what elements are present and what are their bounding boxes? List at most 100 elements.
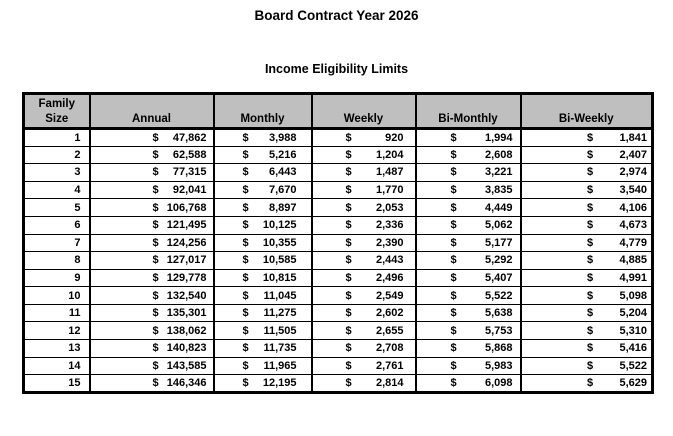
table-body: 1 $47,862 $3,988 $920 $1,994 $1,841 2 $62,588 $5…: [22, 127, 654, 393]
bi-weekly-cell: $1,841: [519, 127, 654, 147]
table-row: 11 $135,301 $11,275 $2,602 $5,638 $5,204: [22, 303, 654, 323]
bi-monthly-cell: $5,983: [414, 356, 522, 376]
money-value: $5,062: [451, 219, 513, 231]
currency-symbol: $: [152, 307, 159, 320]
header-family-size: Family Size: [22, 92, 91, 130]
money-value: $2,655: [346, 325, 404, 337]
money-value: $4,885: [587, 254, 647, 266]
weekly-cell: $2,390: [310, 233, 417, 253]
bi-monthly-value: 5,522: [484, 289, 513, 302]
monthly-cell: $11,045: [212, 286, 313, 305]
annual-cell: $121,495: [88, 215, 215, 235]
bi-weekly-cell: $5,098: [519, 286, 654, 305]
currency-symbol: $: [242, 236, 249, 249]
currency-symbol: $: [345, 324, 352, 337]
monthly-cell: $7,670: [212, 180, 313, 200]
currency-symbol: $: [345, 166, 352, 179]
money-value: $4,673: [587, 219, 647, 231]
currency-symbol: $: [152, 148, 159, 161]
page-subtitle: Income Eligibility Limits: [264, 62, 409, 77]
money-value: $7,670: [243, 184, 297, 196]
currency-symbol: $: [587, 342, 594, 355]
monthly-cell: $10,125: [212, 215, 313, 235]
money-value: $10,125: [243, 219, 297, 231]
bi-monthly-cell: $4,449: [414, 198, 522, 217]
header-bi-monthly: Bi-Monthly: [414, 92, 522, 130]
family-size-cell: 14: [22, 356, 91, 376]
family-size-cell: 12: [22, 321, 91, 341]
monthly-value: 11,045: [263, 289, 297, 302]
bi-weekly-value: 4,779: [619, 236, 647, 249]
bi-weekly-value: 5,310: [619, 324, 647, 337]
money-value: $129,778: [153, 272, 207, 284]
money-value: $1,770: [346, 184, 404, 196]
currency-symbol: $: [152, 131, 159, 144]
money-value: $140,823: [153, 342, 207, 354]
money-value: $5,868: [451, 342, 513, 354]
money-value: $3,221: [451, 166, 513, 178]
currency-symbol: $: [152, 201, 159, 214]
currency-symbol: $: [345, 254, 352, 267]
money-value: $2,974: [587, 166, 647, 178]
weekly-cell: $920: [310, 127, 417, 147]
weekly-cell: $2,761: [310, 356, 417, 376]
monthly-value: 5,216: [268, 148, 297, 161]
currency-symbol: $: [450, 307, 457, 320]
money-value: $5,216: [243, 149, 297, 161]
weekly-cell: $2,549: [310, 286, 417, 305]
currency-symbol: $: [587, 219, 594, 232]
currency-symbol: $: [587, 236, 594, 249]
annual-value: 121,495: [166, 219, 207, 232]
table-row: 3 $77,315 $6,443 $1,487 $3,221 $2,974: [22, 163, 654, 182]
currency-symbol: $: [152, 272, 159, 285]
bi-monthly-value: 4,449: [484, 201, 513, 214]
currency-symbol: $: [345, 148, 352, 161]
table-row: 15 $146,346 $12,195 $2,814 $6,098 $5,629: [22, 374, 654, 393]
bi-weekly-cell: $4,106: [519, 198, 654, 217]
monthly-value: 10,815: [262, 272, 297, 285]
currency-symbol: $: [242, 184, 249, 197]
money-value: $2,496: [346, 272, 404, 284]
bi-weekly-value: 4,106: [619, 201, 647, 214]
money-value: $1,841: [587, 132, 647, 144]
bi-monthly-value: 3,221: [484, 166, 513, 179]
monthly-cell: $3,988: [212, 127, 313, 147]
monthly-value: 11,735: [263, 342, 297, 355]
money-value: $6,098: [451, 377, 513, 389]
header-monthly: Monthly: [212, 92, 313, 130]
table-row: 5 $106,768 $8,897 $2,053 $4,449 $4,106: [22, 198, 654, 217]
bi-weekly-value: 4,673: [619, 219, 647, 232]
bi-weekly-value: 5,522: [619, 360, 647, 372]
currency-symbol: $: [587, 272, 594, 285]
bi-monthly-cell: $5,292: [414, 251, 522, 270]
currency-symbol: $: [152, 236, 159, 249]
money-value: $5,522: [451, 290, 513, 302]
currency-symbol: $: [450, 289, 457, 302]
monthly-value: 7,670: [268, 184, 297, 197]
money-value: $2,407: [587, 149, 647, 161]
bi-weekly-cell: $4,885: [519, 251, 654, 270]
family-size-cell: 5: [22, 198, 91, 217]
header-annual: Annual: [88, 92, 215, 130]
money-value: $2,608: [451, 149, 513, 161]
money-value: $47,862: [153, 132, 207, 144]
monthly-value: 10,585: [262, 254, 297, 267]
annual-cell: $77,315: [88, 163, 215, 182]
money-value: $5,407: [451, 272, 513, 284]
bi-weekly-value: 5,416: [619, 342, 647, 355]
weekly-value: 1,487: [375, 166, 404, 179]
family-size-cell: 4: [22, 180, 91, 200]
money-value: $2,053: [346, 202, 404, 214]
bi-monthly-cell: $5,638: [414, 303, 522, 323]
money-value: $124,256: [153, 237, 207, 249]
currency-symbol: $: [450, 131, 457, 144]
currency-symbol: $: [152, 289, 159, 302]
money-value: $92,041: [153, 184, 207, 196]
bi-weekly-cell: $2,407: [519, 145, 654, 165]
family-size-cell: 6: [22, 215, 91, 235]
header-row: Family Size Annual Monthly Weekly Bi-Mon…: [22, 92, 654, 130]
bi-weekly-cell: $5,416: [519, 339, 654, 358]
bi-weekly-value: 4,991: [619, 272, 647, 285]
money-value: $11,735: [243, 342, 297, 354]
bi-monthly-cell: $5,062: [414, 215, 522, 235]
